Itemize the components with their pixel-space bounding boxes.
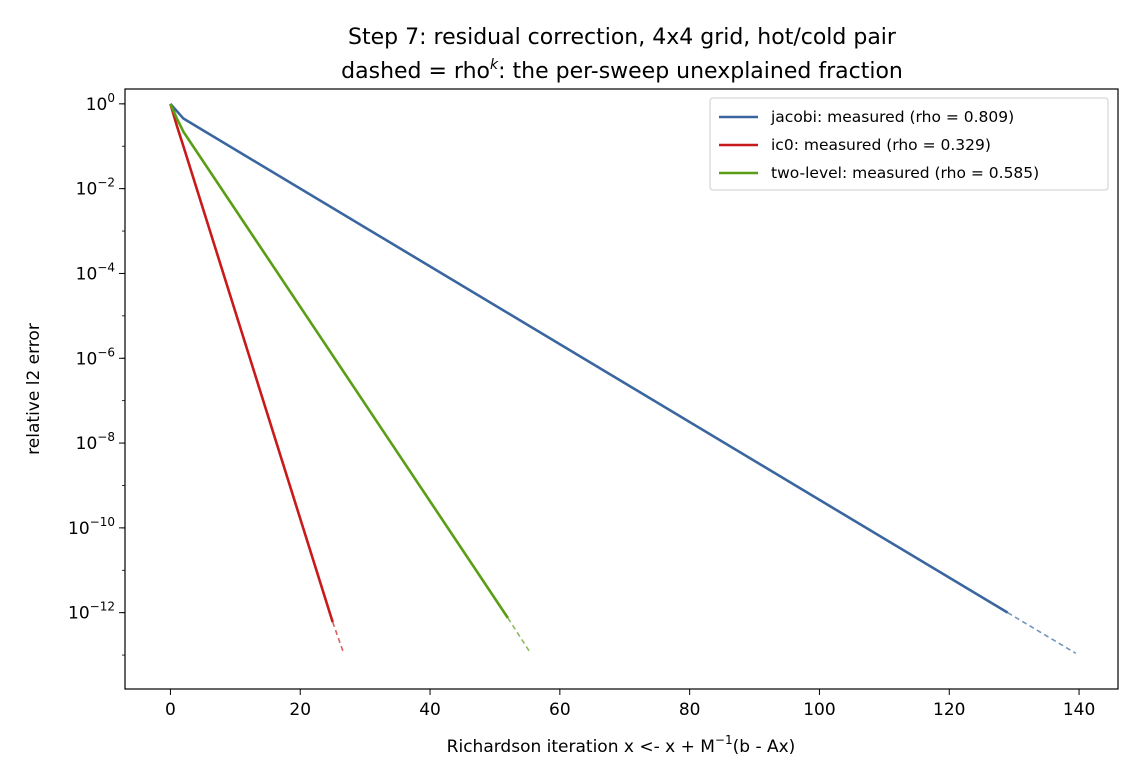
title-suffix-text: : the per-sweep unexplained fraction [498,59,903,84]
chart-title-line2: dashed = rhok: the per-sweep unexplained… [341,57,903,84]
series-jacobi-measured-line [169,102,1009,614]
y-tick-label: 10−10 [68,515,115,539]
xlabel-superscript: −1 [715,733,733,747]
x-tick-label: 80 [679,700,701,720]
y-tick-label: 10−4 [76,260,115,284]
y-tick-label: 10−8 [76,430,115,454]
x-tick-label: 60 [549,700,571,720]
title-rho-text: dashed = rho [341,59,490,84]
title-superscript-k: k [490,57,499,73]
legend-label-jacobi: jacobi: measured (rho = 0.809) [770,108,1014,126]
plot-area [169,102,1077,655]
y-axis-ticks: 100 10−2 10−4 10−6 10−8 10−10 10−12 [68,91,125,656]
x-tick-label: 100 [803,700,835,720]
series-two-level-predicted-dashed [507,617,532,654]
xlabel-main-text: Richardson iteration x <- x + M [447,737,715,757]
y-tick-label: 10−12 [68,600,115,624]
chart-title-line1: Step 7: residual correction, 4x4 grid, h… [348,25,897,50]
series-two-level-measured-line [169,103,510,619]
xlabel-suffix-text: (b - Ax) [733,737,796,757]
x-tick-label: 0 [165,700,176,720]
x-axis-ticks: 0 20 40 60 80 100 120 140 [165,689,1095,720]
legend: jacobi: measured (rho = 0.809) ic0: meas… [709,97,1109,191]
x-tick-label: 20 [289,700,311,720]
series-ic0-predicted-dashed [331,621,345,654]
y-axis-label: relative l2 error [24,323,44,455]
series-ic0-measured-line [169,103,334,623]
series-jacobi-predicted-dashed [1007,611,1077,655]
plot-frame [124,88,1119,690]
legend-label-ic0: ic0: measured (rho = 0.329) [771,136,991,154]
y-tick-label: 10−6 [76,345,115,369]
x-axis-label: Richardson iteration x <- x + M−1(b - Ax… [447,733,796,757]
legend-box [709,97,1109,191]
x-tick-label: 40 [419,700,441,720]
x-tick-label: 120 [933,700,965,720]
y-tick-label: 10−2 [76,176,115,200]
y-tick-label: 100 [86,91,115,115]
x-tick-label: 140 [1063,700,1095,720]
legend-label-two-level: two-level: measured (rho = 0.585) [771,164,1039,182]
